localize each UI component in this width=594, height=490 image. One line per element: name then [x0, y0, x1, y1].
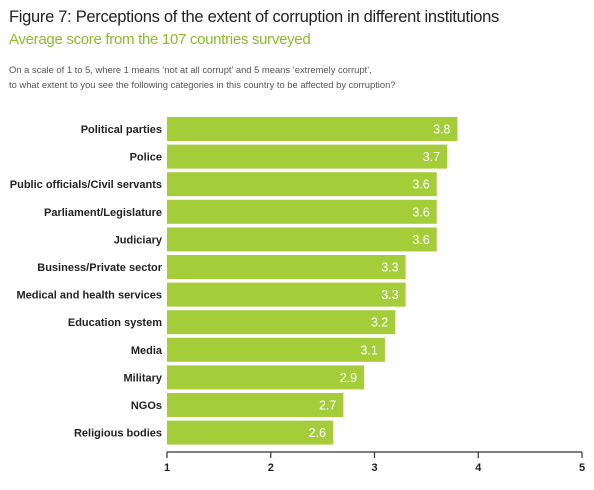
category-label: Business/Private sector: [37, 262, 162, 274]
bar: [167, 310, 396, 335]
bar-value-label: 3.6: [412, 233, 429, 247]
bar-value-label: 3.2: [371, 316, 388, 330]
chart-subtitle: Average score from the 107 countries sur…: [9, 31, 311, 48]
bar: [167, 420, 333, 445]
bar-value-label: 3.3: [381, 288, 398, 302]
category-label: Military: [123, 372, 162, 384]
bar-value-label: 3.7: [423, 150, 440, 164]
survey-question: On a scale of 1 to 5, where 1 means ‘not…: [9, 62, 396, 92]
bar: [167, 199, 437, 224]
category-label: Public officials/Civil servants: [10, 179, 162, 191]
x-tick-label: 4: [475, 462, 482, 474]
category-label: Judiciary: [114, 234, 163, 246]
bar: [167, 255, 406, 279]
survey-question-line-1: On a scale of 1 to 5, where 1 means ‘not…: [9, 64, 372, 75]
bar-value-label: 3.3: [381, 261, 398, 275]
bar-value-label: 3.6: [412, 178, 429, 192]
x-tick-label: 2: [268, 462, 274, 474]
chart-title: Figure 7: Perceptions of the extent of c…: [9, 8, 499, 26]
x-tick-label: 1: [164, 462, 170, 474]
category-label: NGOs: [131, 400, 162, 412]
category-label: Religious bodies: [74, 428, 162, 440]
category-label: Education system: [68, 317, 162, 329]
category-label: Parliament/Legislature: [44, 207, 162, 219]
category-label: Medical and health services: [16, 290, 162, 302]
bar: [167, 117, 458, 141]
bar-value-label: 2.7: [319, 399, 336, 413]
survey-question-line-2: to what extent to you see the following …: [9, 79, 396, 90]
bar: [167, 172, 437, 197]
bar-value-label: 2.6: [309, 426, 326, 440]
category-label: Media: [131, 345, 163, 357]
bar: [167, 227, 437, 252]
x-tick-label: 3: [371, 462, 377, 474]
bar: [167, 144, 448, 169]
category-label: Political parties: [81, 124, 162, 136]
bar: [167, 393, 344, 417]
bar: [167, 337, 385, 362]
bar: [167, 282, 406, 307]
bar-value-label: 2.9: [340, 371, 357, 385]
bar: [167, 365, 365, 390]
category-label: Police: [130, 152, 162, 164]
bar-value-label: 3.6: [412, 205, 429, 219]
bar-value-label: 3.1: [360, 343, 377, 357]
bar-value-label: 3.8: [433, 123, 450, 137]
x-tick-label: 5: [579, 462, 585, 474]
